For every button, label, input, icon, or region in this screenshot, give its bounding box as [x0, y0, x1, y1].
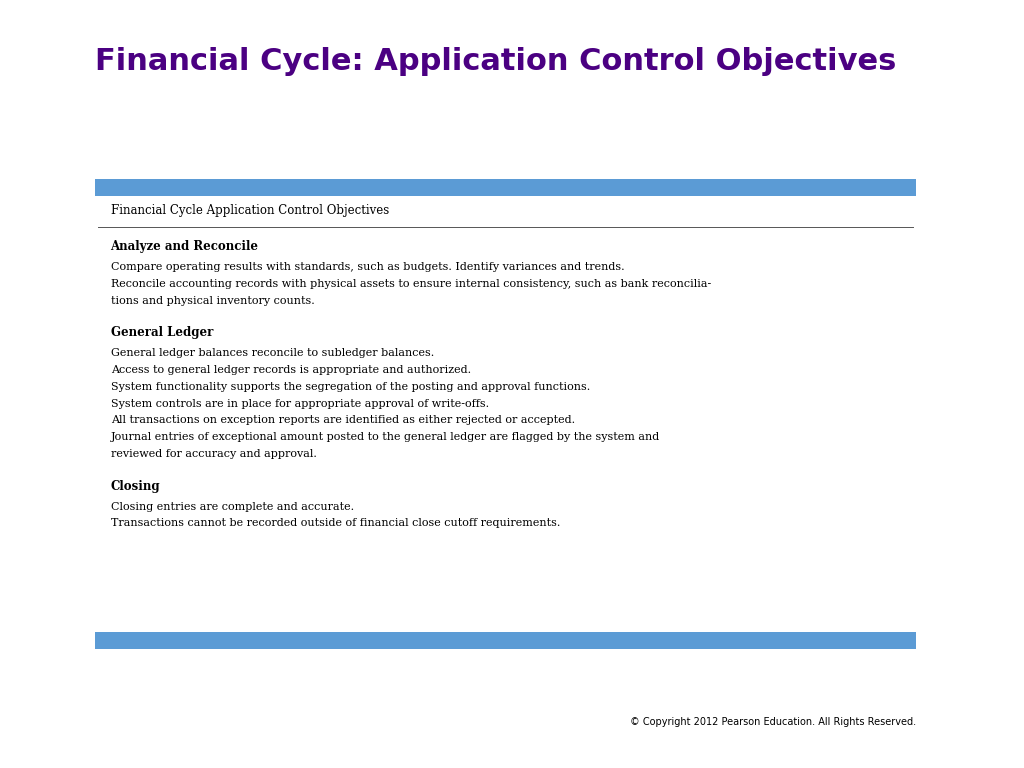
Text: Financial Cycle: Application Control Objectives: Financial Cycle: Application Control Obj… [95, 47, 897, 76]
Text: Compare operating results with standards, such as budgets. Identify variances an: Compare operating results with standards… [111, 262, 625, 272]
Text: reviewed for accuracy and approval.: reviewed for accuracy and approval. [111, 449, 316, 459]
FancyBboxPatch shape [95, 632, 916, 649]
Text: © Copyright 2012 Pearson Education. All Rights Reserved.: © Copyright 2012 Pearson Education. All … [631, 717, 916, 727]
Text: Closing: Closing [111, 480, 160, 493]
Text: Closing entries are complete and accurate.: Closing entries are complete and accurat… [111, 502, 353, 511]
FancyBboxPatch shape [95, 179, 916, 649]
Text: Transactions cannot be recorded outside of financial close cutoff requirements.: Transactions cannot be recorded outside … [111, 518, 560, 528]
Text: Access to general ledger records is appropriate and authorized.: Access to general ledger records is appr… [111, 365, 471, 375]
Text: All transactions on exception reports are identified as either rejected or accep: All transactions on exception reports ar… [111, 415, 574, 425]
Text: Analyze and Reconcile: Analyze and Reconcile [111, 240, 259, 253]
Text: General Ledger: General Ledger [111, 326, 213, 339]
FancyBboxPatch shape [95, 179, 916, 196]
Text: tions and physical inventory counts.: tions and physical inventory counts. [111, 296, 314, 306]
Text: System controls are in place for appropriate approval of write-offs.: System controls are in place for appropr… [111, 399, 488, 409]
Text: Financial Cycle Application Control Objectives: Financial Cycle Application Control Obje… [111, 204, 389, 217]
Text: Journal entries of exceptional amount posted to the general ledger are flagged b: Journal entries of exceptional amount po… [111, 432, 659, 442]
Text: General ledger balances reconcile to subledger balances.: General ledger balances reconcile to sub… [111, 348, 434, 358]
Text: System functionality supports the segregation of the posting and approval functi: System functionality supports the segreg… [111, 382, 590, 392]
Text: Reconcile accounting records with physical assets to ensure internal consistency: Reconcile accounting records with physic… [111, 279, 711, 289]
